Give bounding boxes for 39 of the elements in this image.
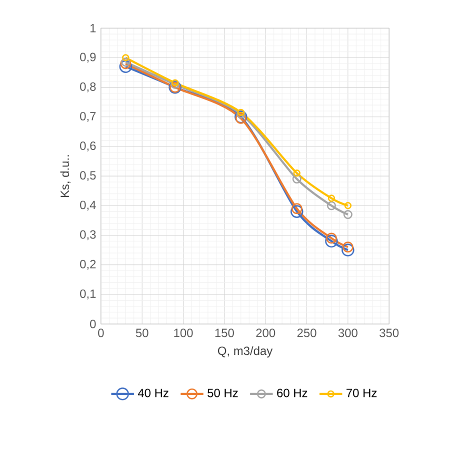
x-axis-title: Q, m3/day	[218, 346, 273, 358]
point	[172, 79, 179, 86]
legend-label: 60 Hz	[277, 388, 308, 398]
y-tick-label: 0,2	[80, 260, 96, 270]
point	[325, 234, 338, 248]
point	[120, 58, 132, 70]
x-tick-label: 350	[380, 328, 399, 338]
legend-label: 50 Hz	[208, 388, 238, 398]
y-tick-label: 0,8	[80, 82, 96, 92]
y-tick-label: 0,6	[80, 142, 96, 152]
y-tick-label: 0,3	[80, 230, 96, 240]
point	[292, 174, 302, 184]
x-tick-label: 100	[174, 328, 193, 338]
x-tick-label: 50	[136, 328, 148, 338]
y-tick-label: 0,4	[80, 200, 96, 211]
x-tick-label: 0	[98, 328, 104, 338]
y-axis-title: Ks, d.u..	[60, 155, 71, 198]
point	[119, 60, 132, 73]
legend-label: 40 Hz	[138, 388, 168, 398]
point	[293, 170, 301, 177]
y-tick-label: 0,9	[80, 52, 96, 63]
x-tick-label: 300	[338, 328, 358, 338]
point	[290, 205, 304, 218]
point	[342, 244, 354, 256]
point	[326, 232, 337, 244]
point	[327, 201, 336, 210]
y-tick-label: 0	[90, 320, 96, 328]
point	[343, 210, 353, 220]
x-tick-label: 150	[215, 328, 234, 338]
y-tick-label: 0,7	[80, 112, 96, 122]
x-tick-label: 200	[256, 328, 276, 338]
point	[328, 194, 336, 202]
y-tick-label: 0,5	[80, 171, 96, 181]
x-tick-label: 250	[297, 328, 316, 338]
y-tick-label: 0,1	[80, 289, 96, 300]
legend-label: 70 Hz	[346, 388, 377, 398]
point	[292, 203, 302, 214]
point	[342, 242, 354, 253]
y-tick-label: 1	[90, 24, 96, 32]
